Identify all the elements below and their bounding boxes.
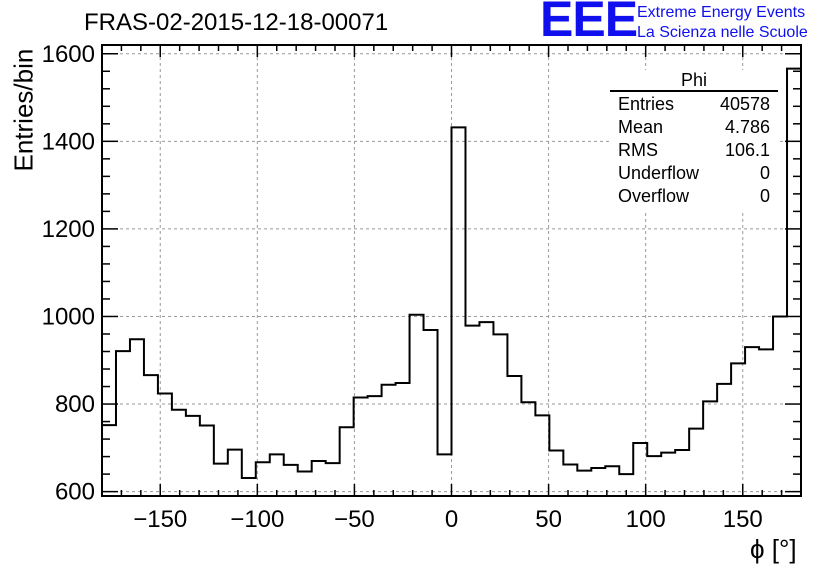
stats-key: RMS bbox=[618, 140, 658, 160]
stats-value: 0 bbox=[759, 186, 770, 206]
chart-title: FRAS-02-2015-12-18-00071 bbox=[84, 9, 389, 36]
x-tick-label: 150 bbox=[723, 506, 763, 533]
stats-value: 0 bbox=[759, 163, 770, 183]
stats-key: Entries bbox=[618, 94, 675, 114]
x-tick-labels: −150 −100 −50 0 50 100 150 bbox=[133, 506, 763, 533]
stats-value: 40578 bbox=[719, 94, 770, 114]
x-tick-label: −150 bbox=[133, 506, 187, 533]
stats-key: Mean bbox=[618, 117, 664, 137]
stats-title: Phi bbox=[680, 70, 707, 90]
stats-row-underflow: Underflow 0 bbox=[618, 163, 770, 185]
stats-value: 4.786 bbox=[724, 117, 770, 137]
stats-key: Overflow bbox=[618, 186, 690, 206]
y-tick-label: 1400 bbox=[42, 128, 95, 155]
y-tick-labels: 600 800 1000 1200 1400 1600 bbox=[42, 41, 95, 506]
axis-ticks bbox=[101, 45, 802, 496]
x-tick-label: −100 bbox=[230, 506, 284, 533]
stats-key: Underflow bbox=[618, 163, 700, 183]
y-tick-label: 800 bbox=[55, 391, 95, 418]
logo-line-2: La Scienza nelle Scuole bbox=[637, 24, 808, 41]
x-tick-label: 50 bbox=[535, 506, 562, 533]
y-tick-label: 1000 bbox=[42, 303, 95, 330]
y-tick-label: 1200 bbox=[42, 216, 95, 243]
logo-line-1: Extreme Energy Events bbox=[637, 4, 806, 21]
stats-row-mean: Mean 4.786 bbox=[618, 117, 770, 139]
stats-value: 106.1 bbox=[724, 140, 770, 160]
y-tick-label: 1600 bbox=[42, 41, 95, 68]
stats-row-rms: RMS 106.1 bbox=[618, 140, 770, 162]
x-tick-label: −50 bbox=[334, 506, 375, 533]
histogram-step-line bbox=[102, 67, 801, 480]
y-tick-label: 600 bbox=[55, 479, 95, 506]
stats-row-overflow: Overflow 0 bbox=[618, 186, 770, 208]
plot-frame bbox=[101, 44, 802, 497]
x-tick-label: 100 bbox=[626, 506, 666, 533]
stats-box: Phi Entries 40578 Mean 4.786 RMS 106.1 U… bbox=[610, 70, 778, 210]
y-axis-label: Entries/bin bbox=[8, 48, 39, 172]
x-tick-label: 0 bbox=[445, 506, 458, 533]
x-axis-label: ϕ [°] bbox=[750, 534, 797, 564]
stats-row-entries: Entries 40578 bbox=[618, 94, 770, 116]
stats-divider bbox=[610, 90, 778, 92]
eee-logo: EEE bbox=[540, 0, 638, 47]
